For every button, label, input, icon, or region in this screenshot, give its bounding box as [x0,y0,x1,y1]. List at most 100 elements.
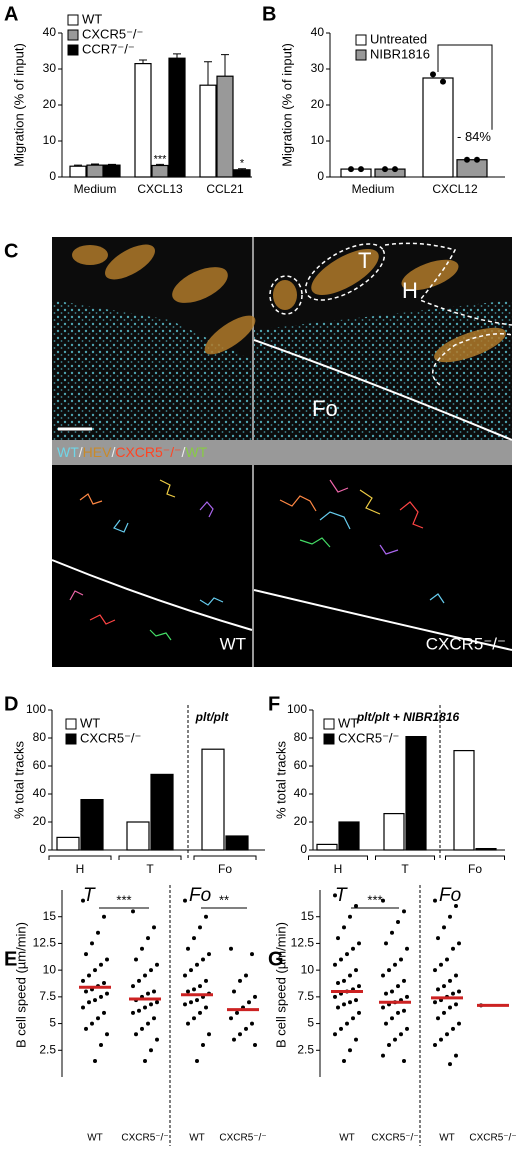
data-point [390,989,394,994]
data-point [131,984,135,989]
panel-label: G [268,948,284,970]
data-point [396,1010,400,1015]
data-point [392,166,398,173]
data-point [192,1016,196,1021]
bar [69,165,87,178]
legend-entry: WT [185,444,207,460]
data-point [247,1000,251,1005]
data-point [155,1037,159,1042]
separator: / [181,444,185,460]
bar [201,748,225,851]
data-point [390,1016,394,1021]
data-point [396,920,400,925]
error-bar [204,61,212,86]
x-tick-label: CXCR5⁻/⁻ [469,1133,516,1144]
data-point [84,1026,88,1031]
legend-label: WT [338,715,358,730]
data-point [457,989,461,994]
data-point [390,930,394,935]
bar [134,62,152,178]
data-point [93,968,97,973]
y-tick-label: 2.5 [39,1042,56,1056]
legend-label: CCR7⁻/⁻ [82,41,135,56]
bar [150,773,174,851]
panel-label: F [268,693,280,715]
annotation: * [240,158,245,170]
bar [338,821,360,851]
bar [475,847,497,851]
data-point [87,1000,91,1005]
data-point [195,962,199,967]
data-point [402,909,406,914]
data-point [84,952,88,957]
region-label: Fo [312,396,338,421]
data-point [342,1002,346,1007]
data-point [152,1016,156,1021]
data-point [146,936,150,941]
data-point [253,994,257,999]
data-point [229,946,233,951]
data-point [198,984,202,989]
y-tick-label: 15 [301,909,315,923]
data-point [81,898,85,903]
boundary [51,559,253,631]
group-label: T [83,885,96,906]
y-tick-label: 20 [33,814,47,828]
data-point [195,1058,199,1063]
movie-label: WT [220,634,246,653]
data-point [333,962,337,967]
data-point [186,946,190,951]
bar [405,735,427,851]
bar [233,169,251,178]
bar [456,159,488,178]
data-point [96,1016,100,1021]
data-point [229,1016,233,1021]
group-label: Fo [189,885,211,906]
bar [199,84,217,178]
data-point [348,1048,352,1053]
data-point [183,1002,187,1007]
y-tick-label: 12.5 [33,936,57,950]
group-label: T [335,885,348,906]
data-point [195,998,199,1003]
y-tick-label: 2.5 [297,1042,314,1056]
data-point [149,1048,153,1053]
data-point [454,1002,458,1007]
data-point [146,1021,150,1026]
data-point [90,1021,94,1026]
data-point [439,1037,443,1042]
data-point [342,1058,346,1063]
group-label: Fo [439,885,461,906]
region-label: T [358,248,371,273]
data-point [457,941,461,946]
y-tick-label: 0 [300,842,307,856]
separator: / [111,444,115,460]
data-point [339,1026,343,1031]
y-tick-label: 10 [43,962,57,976]
data-point [198,1010,202,1015]
bar [103,164,121,178]
y-tick-label: 5 [49,1016,56,1030]
cell-area [52,300,252,440]
y-tick-label: 7.5 [297,989,314,1003]
y-tick-label: 100 [287,702,307,716]
data-point [143,973,147,978]
x-tick-label: CCL21 [206,182,244,196]
data-point [454,904,458,909]
data-point [436,1016,440,1021]
data-point [357,984,361,989]
bar [225,835,249,851]
data-point [204,978,208,983]
x-tick-label: WT [439,1133,455,1144]
y-tick-label: 20 [43,97,57,111]
data-point [381,1053,385,1058]
data-point [152,925,156,930]
data-point [134,1032,138,1037]
data-point [102,914,106,919]
bar [383,812,405,851]
annotation: *** [367,892,382,907]
data-point [198,925,202,930]
data-point [433,898,437,903]
legend-label: NIBR1816 [370,46,430,61]
y-tick-label: 30 [311,61,325,75]
